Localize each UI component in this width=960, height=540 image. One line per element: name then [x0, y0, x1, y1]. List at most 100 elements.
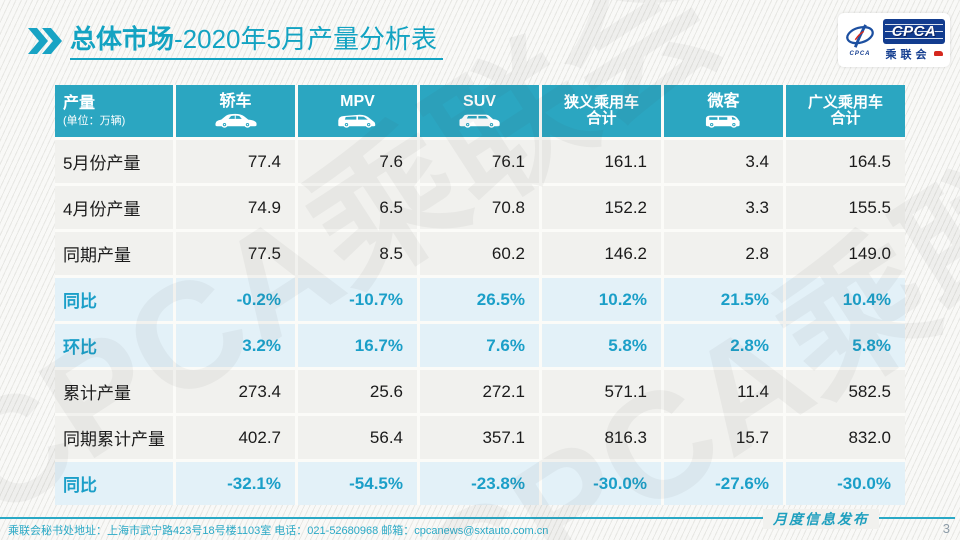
table-cell: 5.8%	[542, 324, 661, 367]
table-cell: -0.2%	[176, 278, 295, 321]
table-cell: 7.6	[298, 140, 417, 183]
stripe	[885, 37, 943, 39]
table-header-narrow-pv: 狭义乘用车 合计	[542, 85, 661, 137]
table-row: 环比 3.2% 16.7% 7.6% 5.8% 2.8% 5.8%	[55, 324, 905, 367]
table-cell: 15.7	[664, 416, 783, 459]
table-cell: -54.5%	[298, 462, 417, 505]
table-cell: 5.8%	[786, 324, 905, 367]
table-cell: 26.5%	[420, 278, 539, 321]
footer-contact: 乘联会秘书处地址：上海市武宁路423号18号楼1103室 电话：021-5268…	[8, 525, 549, 537]
table-cell: -27.6%	[664, 462, 783, 505]
table-cell: 3.3	[664, 186, 783, 229]
table-cell: 3.4	[664, 140, 783, 183]
table-row: 5月份产量 77.4 7.6 76.1 161.1 3.4 164.5	[55, 140, 905, 183]
title-rest: -2020年5月产量分析表	[174, 24, 437, 54]
cpca-wordmark-block: CPCA 乘联会	[882, 18, 946, 62]
table-header-mpv: MPV	[298, 85, 417, 137]
table-cell: 77.4	[176, 140, 295, 183]
title-block: 总体市场-2020年5月产量分析表	[28, 24, 443, 60]
table-cell: 76.1	[420, 140, 539, 183]
table-cell: 164.5	[786, 140, 905, 183]
stripe	[885, 30, 943, 32]
table-cell: 60.2	[420, 232, 539, 275]
table-cell: -32.1%	[176, 462, 295, 505]
table-cell: 2.8	[664, 232, 783, 275]
table-cell: 402.7	[176, 416, 295, 459]
header-unit-label: (单位：万辆)	[63, 114, 126, 127]
row-label: 同期产量	[55, 232, 173, 275]
footer-divider	[0, 517, 955, 519]
table-cell: 56.4	[298, 416, 417, 459]
release-label: 月度信息发布	[763, 509, 879, 529]
row-label: 累计产量	[55, 370, 173, 413]
sedan-icon	[214, 113, 257, 128]
table-cell: 11.4	[664, 370, 783, 413]
mpv-icon	[337, 114, 375, 128]
table-header-microvan: 微客	[664, 85, 783, 137]
table-cell: -10.7%	[298, 278, 417, 321]
cpca-emblem: CPCA	[842, 23, 878, 57]
table-row: 累计产量 273.4 25.6 272.1 571.1 11.4 582.5	[55, 370, 905, 413]
table-cell: 25.6	[298, 370, 417, 413]
table-header-suv: SUV	[420, 85, 539, 137]
table-cell: -23.8%	[420, 462, 539, 505]
header-label-mpv: MPV	[340, 93, 375, 111]
double-chevron-icon	[28, 28, 62, 54]
table-cell: 832.0	[786, 416, 905, 459]
row-label: 4月份产量	[55, 186, 173, 229]
table-cell: 161.1	[542, 140, 661, 183]
table-cell: 152.2	[542, 186, 661, 229]
table-cell: -30.0%	[542, 462, 661, 505]
row-label: 同比	[55, 462, 173, 505]
row-label: 5月份产量	[55, 140, 173, 183]
table-cell: 77.5	[176, 232, 295, 275]
table-cell: 149.0	[786, 232, 905, 275]
header-label-microvan: 微客	[707, 93, 740, 111]
stripe	[885, 23, 943, 25]
header-label-broad-pv: 广义乘用车	[807, 93, 883, 111]
cpca-logo: CPCA CPCA 乘联会	[838, 13, 950, 67]
row-label: 环比	[55, 324, 173, 367]
table-cell: 582.5	[786, 370, 905, 413]
table-cell: 3.2%	[176, 324, 295, 367]
cpca-cn-label: 乘联会	[885, 48, 931, 61]
header-label-sedan: 轿车	[219, 93, 252, 111]
table-row: 同期产量 77.5 8.5 60.2 146.2 2.8 149.0	[55, 232, 905, 275]
red-car-icon	[933, 51, 943, 56]
table-cell: 8.5	[298, 232, 417, 275]
table-cell: 6.5	[298, 186, 417, 229]
table-cell: 357.1	[420, 416, 539, 459]
title-prefix: 总体市场	[70, 24, 175, 54]
page-title: 总体市场-2020年5月产量分析表	[70, 24, 443, 60]
table-cell: 10.4%	[786, 278, 905, 321]
header-label-broad-pv-total: 合计	[830, 110, 861, 127]
page-number: 3	[942, 521, 950, 536]
table-row: 同期累计产量 402.7 56.4 357.1 816.3 15.7 832.0	[55, 416, 905, 459]
cpca-cn-row: 乘联会	[886, 46, 943, 62]
table-header-broad-pv: 广义乘用车 合计	[786, 85, 905, 137]
row-label: 同期累计产量	[55, 416, 173, 459]
table-row: 同比 -32.1% -54.5% -23.8% -30.0% -27.6% -30.0%	[55, 462, 905, 505]
table-cell: 10.2%	[542, 278, 661, 321]
microvan-icon	[705, 115, 740, 128]
row-label: 同比	[55, 278, 173, 321]
header-label-narrow-pv: 狭义乘用车	[563, 93, 639, 111]
table-cell: -30.0%	[786, 462, 905, 505]
table-row: 同比 -0.2% -10.7% 26.5% 10.2% 21.5% 10.4%	[55, 278, 905, 321]
table-body: 5月份产量 77.4 7.6 76.1 161.1 3.4 164.5 4月份产量 74.9 6.…	[55, 140, 905, 505]
table-cell: 21.5%	[664, 278, 783, 321]
header-production-label: 产量	[63, 95, 96, 113]
table-cell: 155.5	[786, 186, 905, 229]
cpca-wordmark: CPCA	[883, 18, 945, 44]
table-cell: 571.1	[542, 370, 661, 413]
table-cell: 16.7%	[298, 324, 417, 367]
table-cell: 7.6%	[420, 324, 539, 367]
table-cell: 146.2	[542, 232, 661, 275]
header-label-narrow-pv-total: 合计	[586, 110, 617, 127]
table-header-production: 产量 (单位：万辆)	[55, 85, 173, 137]
table-cell: 2.8%	[664, 324, 783, 367]
table-cell: 273.4	[176, 370, 295, 413]
cpca-emblem-icon	[846, 24, 874, 48]
table-cell: 272.1	[420, 370, 539, 413]
